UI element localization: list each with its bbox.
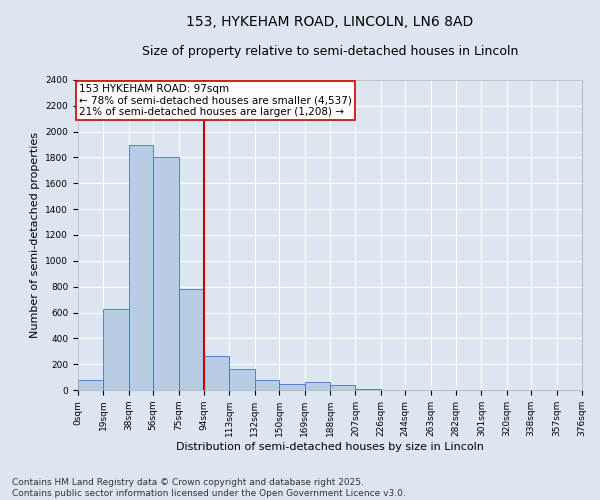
Bar: [204, 356, 229, 390]
Bar: [355, 388, 381, 390]
Bar: [305, 382, 330, 390]
Text: 153, HYKEHAM ROAD, LINCOLN, LN6 8AD: 153, HYKEHAM ROAD, LINCOLN, LN6 8AD: [187, 15, 473, 29]
Text: Contains HM Land Registry data © Crown copyright and database right 2025.
Contai: Contains HM Land Registry data © Crown c…: [12, 478, 406, 498]
Bar: [129, 144, 153, 390]
Bar: [153, 158, 179, 390]
Text: Size of property relative to semi-detached houses in Lincoln: Size of property relative to semi-detach…: [142, 45, 518, 58]
X-axis label: Distribution of semi-detached houses by size in Lincoln: Distribution of semi-detached houses by …: [176, 442, 484, 452]
Bar: [229, 370, 255, 390]
Y-axis label: Number of semi-detached properties: Number of semi-detached properties: [30, 132, 40, 338]
Bar: [179, 289, 204, 390]
Bar: [279, 384, 305, 390]
Bar: [103, 310, 129, 390]
Bar: [255, 380, 279, 390]
Text: 153 HYKEHAM ROAD: 97sqm
← 78% of semi-detached houses are smaller (4,537)
21% of: 153 HYKEHAM ROAD: 97sqm ← 78% of semi-de…: [79, 84, 352, 117]
Bar: [78, 380, 103, 390]
Bar: [330, 386, 355, 390]
